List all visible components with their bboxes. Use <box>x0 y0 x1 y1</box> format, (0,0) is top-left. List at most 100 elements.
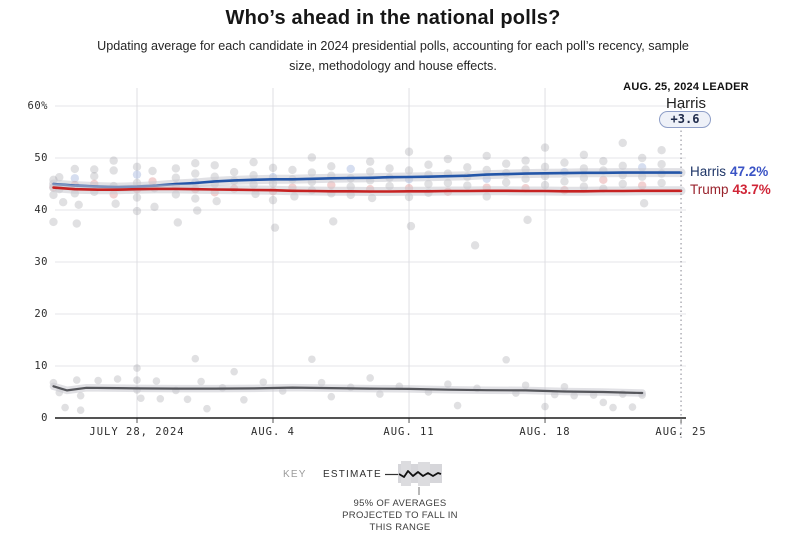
poll-dot <box>72 376 81 384</box>
poll-dot <box>346 164 355 174</box>
poll-dot <box>183 395 192 404</box>
poll-dot <box>90 172 99 181</box>
x-axis-tick-label: AUG. 25 <box>655 426 707 438</box>
estimate-band-swatch <box>418 462 430 486</box>
poll-dot <box>521 156 530 165</box>
poll-dot <box>463 163 472 172</box>
harris-name: Harris <box>690 164 726 179</box>
poll-dot <box>443 178 453 188</box>
x-axis-tick-label: AUG. 18 <box>519 426 571 438</box>
poll-dot <box>609 403 617 412</box>
poll-dot <box>657 146 666 155</box>
poll-dot <box>113 375 122 383</box>
poll-dot <box>270 223 280 232</box>
poll-dot <box>453 401 462 410</box>
poll-dot <box>55 173 64 182</box>
leader-margin-badge: +3.6 <box>659 111 711 128</box>
poll-dot <box>70 174 80 183</box>
x-axis-tick-label: AUG. 4 <box>251 426 295 438</box>
poll-dot <box>90 165 99 174</box>
key-caption-line: PROJECTED TO FALL IN <box>342 510 458 521</box>
poll-dot <box>424 160 433 169</box>
poll-dot <box>191 159 200 168</box>
trump-trend-line[interactable] <box>52 186 683 193</box>
poll-dot <box>639 199 649 208</box>
leader-name: Harris <box>666 95 706 112</box>
poll-dot <box>133 376 141 384</box>
poll-dot <box>132 193 142 202</box>
poll-dot <box>259 378 268 386</box>
poll-dot <box>70 164 80 174</box>
poll-dot <box>501 159 511 168</box>
poll-dot <box>327 392 336 401</box>
poll-dot <box>148 166 157 176</box>
poll-dot <box>191 194 200 203</box>
poll-dot <box>152 377 161 385</box>
poll-dot <box>150 202 159 212</box>
poll-dot <box>307 153 317 162</box>
y-axis-tick-label: 0 <box>41 412 48 424</box>
poll-dot <box>210 161 219 170</box>
poll-dot <box>579 150 589 160</box>
estimate-label: ESTIMATE <box>323 469 382 480</box>
poll-dot <box>599 156 608 166</box>
poll-dot <box>618 179 627 189</box>
poll-dot <box>191 169 200 178</box>
poll-dot <box>191 354 200 363</box>
y-axis-tick-label: 50 <box>34 152 48 164</box>
poll-dot <box>58 198 68 207</box>
poll-dot <box>365 157 375 166</box>
poll-dot <box>137 394 145 403</box>
harris-line-label: Harris 47.2% <box>690 164 786 179</box>
poll-dot <box>501 178 511 187</box>
poll-dot <box>49 190 58 200</box>
page-title: Who’s ahead in the national polls? <box>225 7 561 29</box>
estimate-squiggle-icon <box>398 470 442 478</box>
poll-dot <box>76 406 85 415</box>
poll-dot <box>173 218 183 227</box>
poll-dot <box>618 161 627 170</box>
poll-dot <box>268 195 278 205</box>
poll-dot <box>94 376 102 385</box>
leader-heading: AUG. 25, 2024 LEADER <box>623 81 749 93</box>
poll-dot <box>541 402 549 411</box>
poll-dot <box>599 175 608 185</box>
poll-dot <box>637 153 647 163</box>
page-subtitle: Updating average for each candidate in 2… <box>97 39 689 73</box>
poll-dot <box>230 367 238 376</box>
key-caption-line: 95% OF AVERAGES <box>353 498 447 509</box>
poll-dot <box>109 166 118 175</box>
poll-dot <box>327 162 336 171</box>
poll-dot <box>424 179 433 189</box>
poll-dot <box>268 163 278 173</box>
y-axis-tick-label: 40 <box>34 204 48 216</box>
key-caption: 95% OF AVERAGES PROJECTED TO FALL IN THI… <box>328 498 472 534</box>
poll-dot <box>171 164 181 173</box>
poll-dot <box>470 241 480 250</box>
poll-dot <box>406 221 416 231</box>
harris-value: 47.2% <box>730 164 769 179</box>
y-axis-tick-label: 30 <box>34 256 48 268</box>
poll-dot <box>132 162 142 172</box>
poll-dot <box>76 391 85 400</box>
y-axis-tick-label: 10 <box>34 360 48 372</box>
poll-dot <box>132 206 142 216</box>
poll-dot <box>133 364 141 372</box>
key-label: KEY <box>283 469 307 480</box>
poll-dot <box>111 199 120 208</box>
poll-dot <box>482 151 491 161</box>
poll-dot <box>385 164 394 173</box>
poll-dot <box>618 138 627 148</box>
gray-third-party-trend-line[interactable] <box>52 385 644 395</box>
poll-dot <box>657 160 666 169</box>
poll-dot <box>240 396 248 404</box>
trump-value: 43.7% <box>732 182 771 197</box>
poll-dot <box>502 355 510 364</box>
poll-dot <box>156 394 165 403</box>
poll-dot <box>599 398 608 407</box>
y-axis-tick-label: 20 <box>34 308 48 320</box>
poll-dot <box>249 157 258 167</box>
poll-dot <box>523 215 532 225</box>
